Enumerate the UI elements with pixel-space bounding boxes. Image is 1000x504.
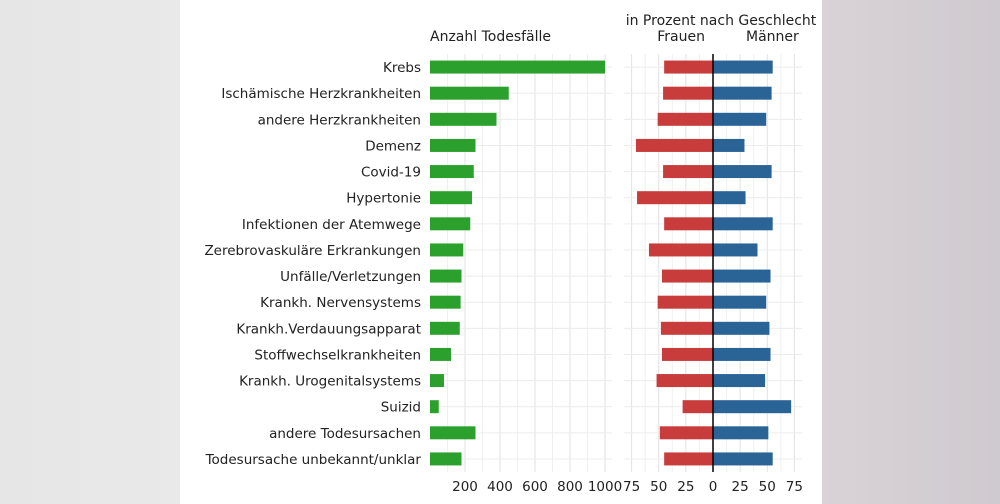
bar-frauen [637,191,713,205]
bar-frauen [664,60,713,74]
x-tick-label-count: 800 [557,479,583,495]
bar-count [430,165,474,179]
category-label: Stoffwechselkrankheiten [254,347,421,363]
bar-maenner [713,112,767,126]
bar-frauen [664,452,713,466]
bar-frauen [635,138,713,152]
bar-maenner [713,138,745,152]
gender-panel: in Prozent nach Geschlecht Frauen Männer… [623,13,817,495]
bar-maenner [713,400,792,414]
bar-maenner [713,452,773,466]
category-label: Krankh. Urogenitalsystems [239,374,421,390]
x-tick-label-percent: 0 [709,479,718,495]
category-label: Zerebrovaskuläre Erkrankungen [204,243,421,259]
bar-count [430,452,462,466]
category-label: Krankh.Verdauungsapparat [236,321,421,337]
category-label: Hypertonie [346,191,421,207]
bar-frauen [660,321,713,335]
category-label: Krankh. Nervensystems [260,295,421,311]
category-label: Todesursache unbekannt/unklar [205,452,422,468]
bar-count [430,191,472,205]
category-label: Demenz [365,138,421,154]
x-tick-label-percent: 75 [623,479,640,495]
x-tick-label-percent: 50 [650,479,667,495]
x-tick-label-count: 600 [522,479,548,495]
bar-maenner [713,191,746,205]
bar-maenner [713,321,770,335]
category-labels: Krebs Ischämische Herzkrankheiten andere H… [204,60,421,468]
x-tick-label-percent: 75 [786,479,803,495]
count-panel-title: Anzahl Todesfälle [430,29,551,45]
x-tick-label-percent: 25 [677,479,694,495]
bar-maenner [713,374,766,388]
legend-maenner: Männer [746,29,799,45]
bar-maenner [713,165,772,179]
category-label: Infektionen der Atemwege [242,217,421,233]
bar-count [430,347,451,361]
bar-count [430,86,509,100]
category-label: Krebs [383,60,421,76]
category-label: Unfälle/Verletzungen [280,269,421,285]
gender-panel-title: in Prozent nach Geschlecht [626,13,817,29]
bar-maenner [713,269,771,283]
bar-maenner [713,426,769,440]
bar-maenner [713,295,767,309]
legend-frauen: Frauen [657,29,705,45]
category-label: Ischämische Herzkrankheiten [221,86,421,102]
bar-count [430,374,444,388]
bar-frauen [663,86,713,100]
bar-frauen [648,243,713,257]
bar-frauen [657,295,713,309]
category-label: Covid-19 [361,165,421,181]
bar-count [430,112,497,126]
x-tick-label-percent: 50 [759,479,776,495]
x-tick-label-count: 400 [487,479,513,495]
bar-frauen [663,165,713,179]
bar-frauen [661,269,713,283]
bar-frauen [656,374,713,388]
bar-count [430,269,462,283]
bar-count [430,243,464,257]
category-label: Suizid [381,400,421,416]
bar-count [430,426,476,440]
bar-count [430,138,476,152]
bar-count [430,400,439,414]
bar-frauen [664,217,713,231]
count-panel: Anzahl Todesfälle 200 400 600 800 1000 [430,29,622,495]
category-label: andere Todesursachen [269,426,421,442]
x-tick-label-count: 200 [452,479,478,495]
bar-frauen [657,112,713,126]
bar-maenner [713,217,773,231]
bar-count [430,295,461,309]
bar-frauen [661,347,713,361]
bar-maenner [713,60,773,74]
bar-frauen [682,400,713,414]
bar-count [430,217,471,231]
bar-count [430,321,460,335]
category-label: andere Herzkrankheiten [258,112,421,128]
x-tick-label-percent: 25 [732,479,749,495]
bar-count [430,60,605,74]
bar-maenner [713,243,758,257]
x-tick-label-count: 1000 [588,479,622,495]
bar-frauen [659,426,713,440]
bar-maenner [713,86,772,100]
bar-maenner [713,347,771,361]
